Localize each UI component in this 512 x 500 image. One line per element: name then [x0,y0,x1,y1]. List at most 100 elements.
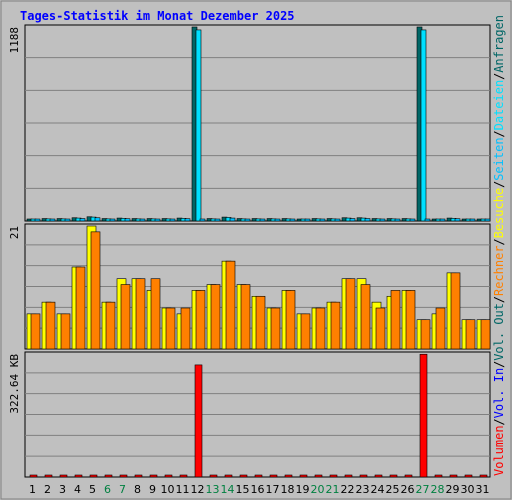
volume-bar-volumen [329,474,338,478]
visits-bar-rechner [375,307,386,350]
requests-bar-seiten [259,218,266,222]
volume-bar-volumen [164,474,173,478]
x-tick-label: 16 [251,483,265,496]
visits-bar-rechner [255,295,266,350]
requests-bar-seiten [439,218,446,222]
legend-separator: / [492,361,506,368]
visits-bar-rechner [240,284,251,350]
visits-bar-rechner [150,278,161,350]
visits-bar-rechner [405,290,416,350]
requests-bar-seiten [409,218,416,222]
visits-bar-rechner [480,319,491,350]
legend-item: Rechner [492,245,506,296]
x-tick-label: 3 [59,483,66,496]
visits-bar-rechner [315,307,326,350]
volume-bar-volumen [299,474,308,478]
volume-bar-volumen [134,474,143,478]
chart-panels: 1188 21 322.64 KB [8,24,491,478]
requests-bar-seiten [379,218,386,222]
legend-volume: Volumen/Vol. In/Vol. Out/ [492,296,506,476]
legend-item: Anfragen [492,15,506,73]
volume-bar-volumen [224,474,233,478]
x-tick-label: 11 [176,483,190,496]
x-tick-label: 22 [341,483,355,496]
visits-bar-rechner [45,301,56,350]
requests-bar-seiten [304,218,311,222]
visits-bar-rechner [105,301,116,350]
x-axis-day-labels: 1 2 3 4 5 6 7 8 9 10 11 12 13 14 15 16 17 18 19 20 21 22 23 24 2… [29,483,490,496]
x-tick-label: 6 [104,483,111,496]
volume-bar-volumen [359,474,368,478]
visits-bar-rechner [465,319,476,350]
legend-requests: Seiten/Dateien/Anfragen [492,15,506,181]
visits-bar-rechner [120,284,131,350]
requests-bar-seiten [139,218,146,222]
volume-bar-volumen [464,474,473,478]
visits-bar-rechner [60,313,71,350]
requests-bar-seiten [484,218,491,222]
visits-bar-rechner [420,319,431,350]
panel-requests: 1188 [8,24,491,222]
x-tick-label: 27 [416,483,430,496]
volume-bar-volumen [344,474,353,478]
requests-bar-seiten [214,218,221,222]
visits-bar-rechner [330,301,341,350]
visits-bar-rechner [270,307,281,350]
requests-bar-seiten [349,218,356,222]
panel-visits: 21 [8,223,491,350]
legend-separator: / [492,181,506,188]
x-tick-label: 24 [371,483,385,496]
x-tick-label: 25 [386,483,400,496]
visits-bar-rechner [135,278,146,350]
x-tick-label: 13 [206,483,220,496]
x-tick-label: 15 [236,483,250,496]
x-tick-label: 23 [356,483,370,496]
requests-bar-seiten [364,218,371,222]
requests-bar-seiten [124,218,131,222]
volume-bar-volumen [449,474,458,478]
volume-bar-volumen [29,474,38,478]
legend-item: Vol. In [492,368,506,419]
volume-bar-volumen [434,474,443,478]
volume-bar-volumen [104,474,113,478]
visits-bar-rechner [435,307,446,350]
visits-bar-rechner [210,284,221,350]
x-tick-label: 29 [446,483,460,496]
visits-bar-rechner [345,278,356,350]
volume-bar-volumen [314,474,323,478]
x-tick-label: 7 [119,483,126,496]
requests-bar-seiten [184,218,191,222]
x-tick-label: 14 [221,483,235,496]
visits-bar-rechner [75,266,86,350]
volume-bar-volumen [44,474,53,478]
volume-bar-volumen [374,474,383,478]
volume-bar-volumen [284,474,293,478]
volume-ymax-label: 322.64 KB [8,354,21,414]
requests-ymax-label: 1188 [8,27,21,54]
x-tick-label: 31 [476,483,490,496]
requests-bar-seiten [49,218,56,222]
volume-bar-volumen [269,474,278,478]
volume-bar-volumen [479,474,488,478]
legend-separator: / [492,130,506,137]
requests-bar-seiten [79,218,86,222]
requests-bar-seiten [199,218,206,222]
visits-ymax-label: 21 [8,226,21,239]
visits-bar-rechner [285,290,296,350]
volume-bar-volumen [194,364,203,478]
legend-separator: / [492,73,506,80]
x-tick-label: 9 [149,483,156,496]
requests-bar-seiten [169,218,176,222]
legend-item: Volumen [492,425,506,476]
volume-bar-volumen [149,474,158,478]
legend-visits: Rechner/Besuche/ [492,181,506,296]
visits-bar-rechner [390,290,401,350]
requests-bar-seiten [274,218,281,222]
requests-bar-seiten [319,218,326,222]
volume-bar-volumen [179,474,188,478]
visits-bar-rechner [225,260,236,350]
x-tick-label: 20 [311,483,325,496]
volume-bar-volumen [59,474,68,478]
x-tick-label: 2 [44,483,51,496]
requests-bar-dateien [420,29,427,222]
